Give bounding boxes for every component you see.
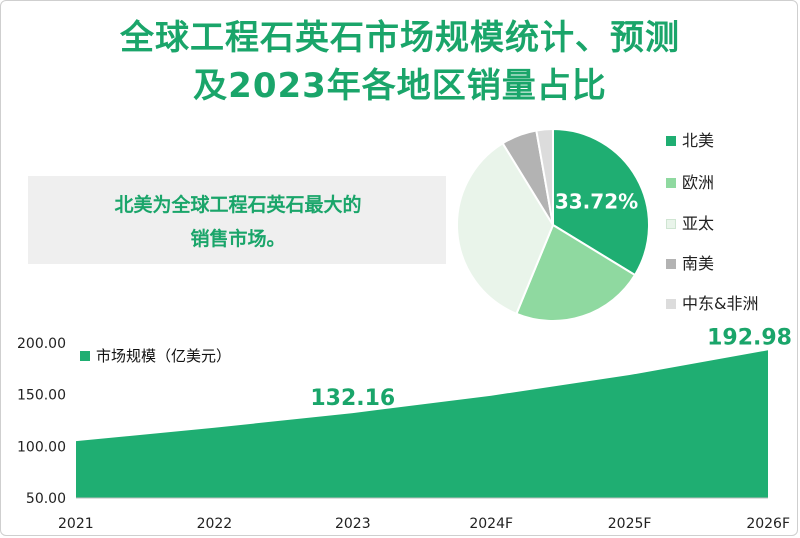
callout-line-1: 北美为全球工程石英石最大的 — [114, 194, 362, 216]
title-line-1: 全球工程石英石市场规模统计、预测 — [120, 18, 680, 58]
x-tick-label: 2024F — [469, 516, 513, 532]
x-tick-label: 2021 — [58, 516, 94, 532]
y-tick-label: 200.00 — [17, 336, 66, 352]
series-legend-swatch — [80, 351, 90, 361]
legend-item-south-america: 南美 — [666, 253, 714, 275]
y-tick-label: 100.00 — [17, 439, 66, 455]
x-tick-label: 2025F — [608, 516, 652, 532]
callout-line-2: 销售市场。 — [190, 228, 286, 250]
x-tick-label: 2022 — [197, 516, 233, 532]
y-tick-label: 150.00 — [17, 388, 66, 404]
legend-item-europe: 欧洲 — [666, 172, 714, 194]
area-series-market-size — [76, 350, 768, 498]
legend-swatch-middle-east-africa — [666, 298, 676, 309]
legend-item-asia-pacific: 亚太 — [666, 213, 714, 235]
legend-label-asia-pacific: 亚太 — [682, 214, 715, 233]
pie-data-label-north-america: 33.72% — [555, 190, 638, 214]
legend-label-north-america: 北美 — [682, 131, 715, 150]
area-data-label: 132.16 — [310, 386, 395, 411]
legend-label-middle-east-africa: 中东&非洲 — [682, 294, 759, 313]
chart-title: 全球工程石英石市场规模统计、预测 及2023年各地区销量占比 — [60, 14, 740, 110]
legend-swatch-south-america — [666, 258, 676, 269]
legend-swatch-europe — [666, 177, 676, 188]
y-tick-label: 50.00 — [26, 491, 66, 507]
legend-swatch-asia-pacific — [666, 218, 676, 229]
legend-item-north-america: 北美 — [666, 130, 714, 152]
callout-box: 北美为全球工程石英石最大的 销售市场。 — [28, 176, 446, 264]
title-line-2: 及2023年各地区销量占比 — [193, 66, 607, 106]
area-data-label: 192.98 — [707, 325, 792, 350]
x-tick-label: 2026F — [746, 516, 790, 532]
legend-label-europe: 欧洲 — [682, 173, 715, 192]
legend-item-middle-east-africa: 中东&非洲 — [666, 293, 758, 315]
callout-text: 北美为全球工程石英石最大的 销售市场。 — [58, 188, 418, 256]
pie-slice-asia-pacific — [456, 141, 555, 316]
legend-swatch-north-america — [666, 135, 676, 146]
pie-slice-middle-east-africa — [535, 127, 554, 226]
series-legend-label: 市场规模（亿美元） — [96, 347, 231, 365]
x-tick-label: 2023 — [335, 516, 371, 532]
pie-slice-europe — [515, 223, 637, 322]
legend-label-south-america: 南美 — [682, 254, 715, 273]
